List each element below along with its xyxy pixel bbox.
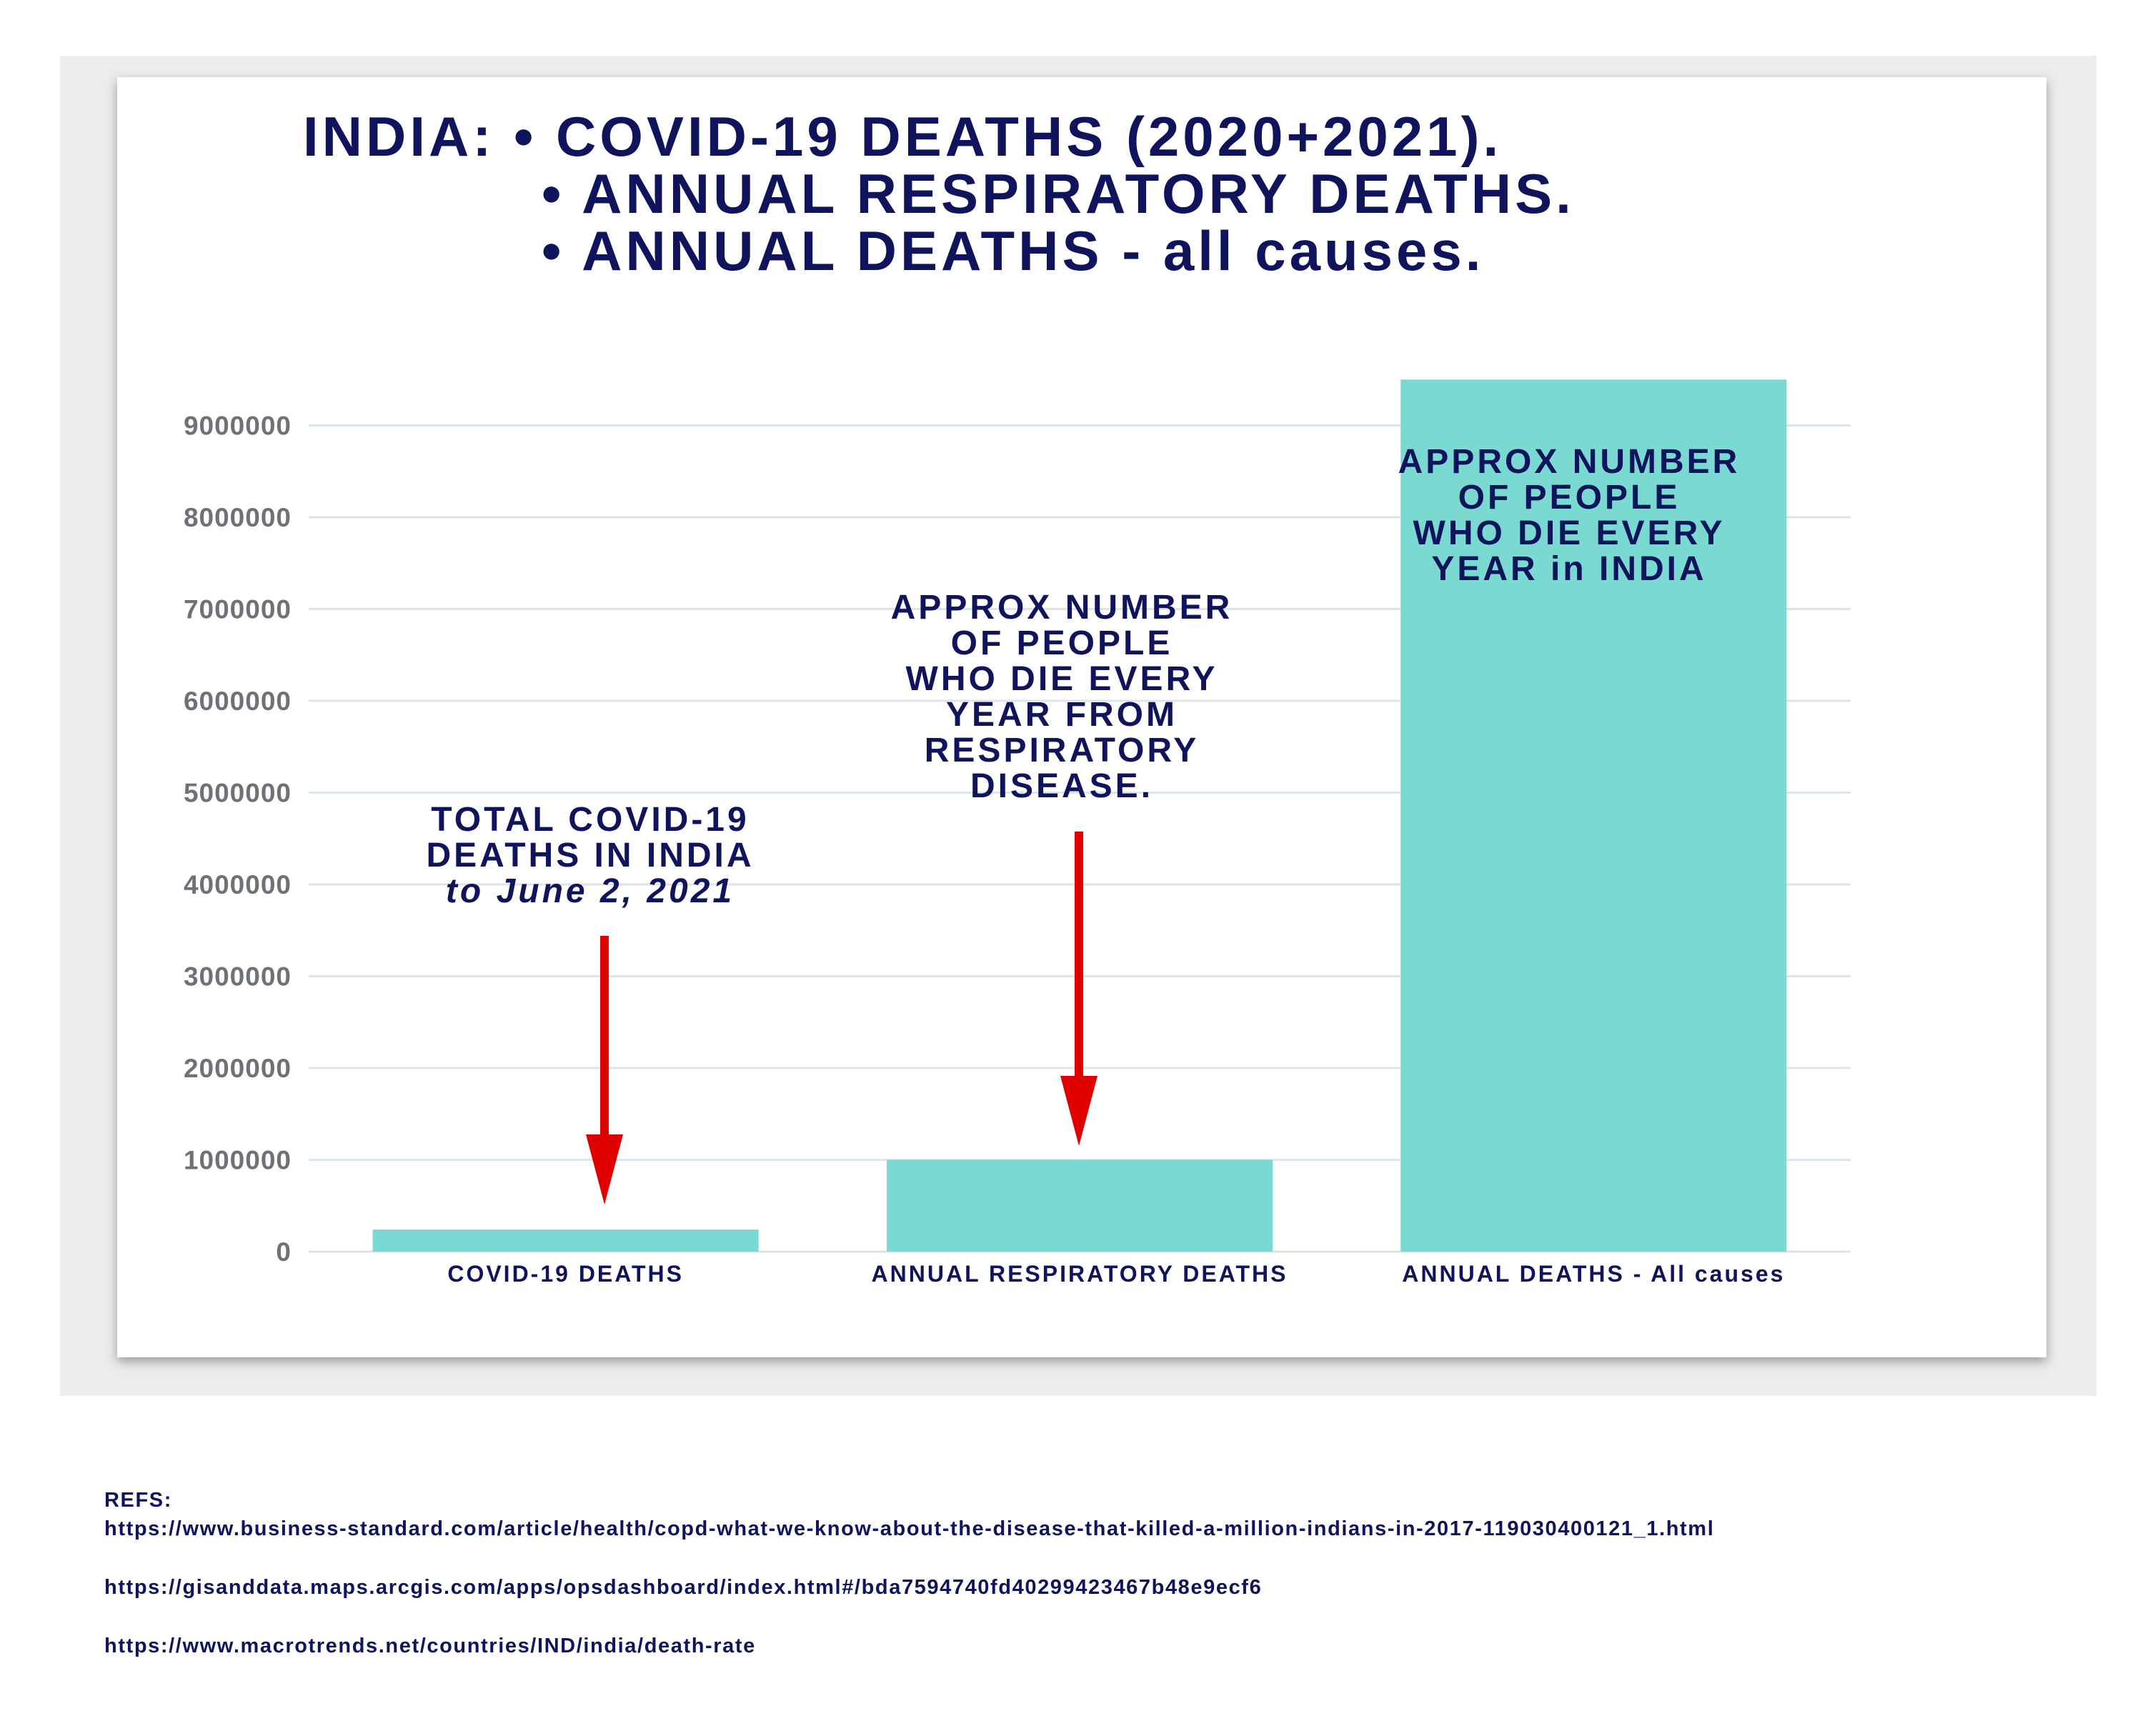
bars bbox=[372, 379, 1787, 1252]
annotation-covid-line: DEATHS IN INDIA bbox=[426, 837, 755, 874]
title-line-1: INDIA: • COVID-19 DEATHS (2020+2021). bbox=[303, 105, 1503, 168]
y-tick-label: 6000000 bbox=[184, 687, 292, 716]
annotation-arrows bbox=[586, 832, 1098, 1204]
annotation-covid-line: TOTAL COVID-19 bbox=[431, 801, 750, 839]
annotation-respiratory-line: DISEASE. bbox=[970, 767, 1154, 805]
x-tick-label: ANNUAL DEATHS - All causes bbox=[1402, 1261, 1785, 1287]
annotation-respiratory-line: WHO DIE EVERY bbox=[905, 660, 1218, 698]
x-axis-labels: COVID-19 DEATHS ANNUAL RESPIRATORY DEATHS… bbox=[447, 1261, 1785, 1287]
annotation-all-causes-line: YEAR in INDIA bbox=[1431, 550, 1707, 588]
annotation-respiratory: APPROX NUMBER OF PEOPLE WHO DIE EVERY YE… bbox=[847, 590, 1276, 804]
y-tick-label: 9000000 bbox=[184, 411, 292, 441]
y-tick-label: 5000000 bbox=[184, 779, 292, 808]
annotation-all-causes-line: WHO DIE EVERY bbox=[1413, 514, 1726, 552]
annotation-respiratory-line: YEAR FROM bbox=[946, 696, 1178, 734]
bar-3 bbox=[1400, 379, 1787, 1252]
title-line-3: • ANNUAL DEATHS - all causes. bbox=[542, 219, 1485, 282]
y-axis-ticks: 0 1000000 2000000 3000000 4000000 5000000 6000… bbox=[184, 411, 292, 1267]
refs-label: REFS: bbox=[104, 1489, 172, 1512]
bar-1 bbox=[372, 1229, 759, 1252]
ref-link-business-standard[interactable]: https://www.business-standard.com/articl… bbox=[104, 1517, 1715, 1540]
annotation-respiratory-line: OF PEOPLE bbox=[950, 624, 1173, 662]
arrow-respiratory bbox=[1060, 832, 1098, 1146]
y-tick-label: 7000000 bbox=[184, 595, 292, 624]
x-tick-label: COVID-19 DEATHS bbox=[447, 1261, 684, 1287]
annotation-covid-line: to June 2, 2021 bbox=[445, 872, 735, 910]
references: REFS: https://www.business-standard.com/… bbox=[104, 1486, 1714, 1660]
y-tick-label: 8000000 bbox=[184, 503, 292, 532]
bar-2 bbox=[887, 1159, 1273, 1252]
arrow-covid bbox=[586, 936, 623, 1204]
x-tick-label: ANNUAL RESPIRATORY DEATHS bbox=[872, 1261, 1288, 1287]
annotation-all-causes-line: OF PEOPLE bbox=[1458, 479, 1681, 517]
title-line-2: • ANNUAL RESPIRATORY DEATHS. bbox=[542, 162, 1575, 225]
y-tick-label: 3000000 bbox=[184, 962, 292, 992]
annotation-covid: TOTAL COVID-19 DEATHS IN INDIA to June 2… bbox=[404, 802, 776, 909]
annotation-all-causes: APPROX NUMBER OF PEOPLE WHO DIE EVERY YE… bbox=[1362, 444, 1776, 587]
y-tick-label: 0 bbox=[276, 1237, 292, 1267]
y-tick-label: 2000000 bbox=[184, 1054, 292, 1083]
annotation-respiratory-line: RESPIRATORY bbox=[924, 732, 1200, 769]
y-tick-label: 4000000 bbox=[184, 870, 292, 899]
ref-link-arcgis[interactable]: https://gisanddata.maps.arcgis.com/apps/… bbox=[104, 1576, 1263, 1599]
y-tick-label: 1000000 bbox=[184, 1146, 292, 1175]
ref-link-macrotrends[interactable]: https://www.macrotrends.net/countries/IN… bbox=[104, 1635, 756, 1657]
annotation-respiratory-line: APPROX NUMBER bbox=[890, 589, 1233, 627]
annotation-all-causes-line: APPROX NUMBER bbox=[1398, 443, 1741, 481]
